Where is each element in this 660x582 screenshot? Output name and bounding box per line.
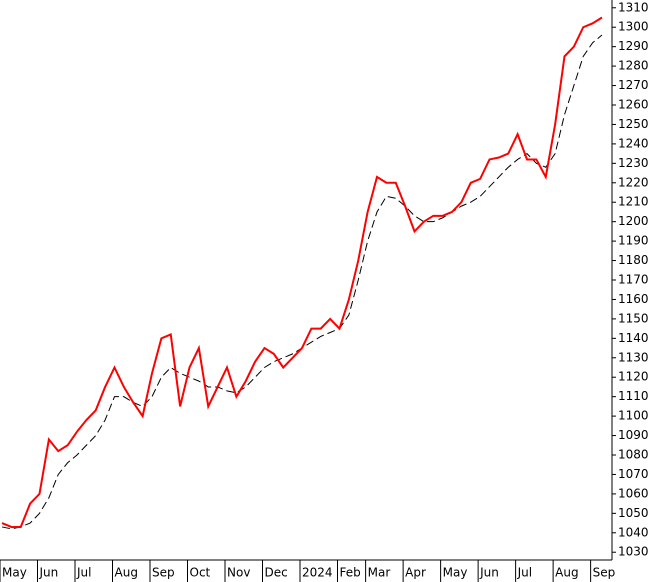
x-tick-label: Jun — [479, 566, 499, 580]
y-tick-label: 1060 — [618, 486, 649, 500]
x-tick-label: Aug — [115, 566, 138, 580]
x-tick-label: Sep — [593, 566, 616, 580]
x-tick-label: 2024 — [302, 566, 333, 580]
x-tick-label: Jul — [517, 566, 532, 580]
y-tick-label: 1170 — [618, 273, 649, 287]
y-tick-label: 1150 — [618, 311, 649, 325]
x-tick-label: Sep — [152, 566, 175, 580]
y-tick-label: 1250 — [618, 117, 649, 131]
y-tick-label: 1210 — [618, 195, 649, 209]
x-tick-label: Nov — [227, 566, 250, 580]
x-tick-label: Feb — [340, 566, 361, 580]
y-tick-label: 1120 — [618, 370, 649, 384]
y-tick-label: 1090 — [618, 428, 649, 442]
x-tick-label: Jun — [39, 566, 59, 580]
y-tick-label: 1050 — [618, 506, 649, 520]
x-tick-label: Aug — [555, 566, 578, 580]
y-tick-label: 1230 — [618, 156, 649, 170]
y-tick-label: 1100 — [618, 409, 649, 423]
y-tick-label: 1220 — [618, 175, 649, 189]
y-tick-label: 1290 — [618, 39, 649, 53]
y-tick-label: 1130 — [618, 350, 649, 364]
x-tick-label: Oct — [190, 566, 211, 580]
y-tick-label: 1080 — [618, 448, 649, 462]
y-tick-label: 1260 — [618, 98, 649, 112]
y-tick-label: 1040 — [618, 525, 649, 539]
y-tick-label: 1200 — [618, 214, 649, 228]
y-tick-label: 1160 — [618, 292, 649, 306]
y-tick-label: 1300 — [618, 20, 649, 34]
y-tick-label: 1070 — [618, 467, 649, 481]
x-tick-label: May — [2, 566, 27, 580]
x-tick-label: Mar — [368, 566, 391, 580]
price-line — [1, 16, 603, 528]
x-tick-label: Dec — [265, 566, 288, 580]
y-tick-label: 1110 — [618, 389, 649, 403]
y-tick-label: 1270 — [618, 78, 649, 92]
x-tick-label: May — [443, 566, 468, 580]
y-tick-label: 1280 — [618, 59, 649, 73]
y-tick-label: 1030 — [618, 545, 649, 559]
y-tick-label: 1190 — [618, 234, 649, 248]
x-tick-label: Jul — [76, 566, 91, 580]
x-tick-label: Apr — [405, 566, 426, 580]
y-tick-label: 1240 — [618, 136, 649, 150]
y-tick-label: 1310 — [618, 0, 649, 14]
y-tick-label: 1180 — [618, 253, 649, 267]
y-tick-label: 1140 — [618, 331, 649, 345]
